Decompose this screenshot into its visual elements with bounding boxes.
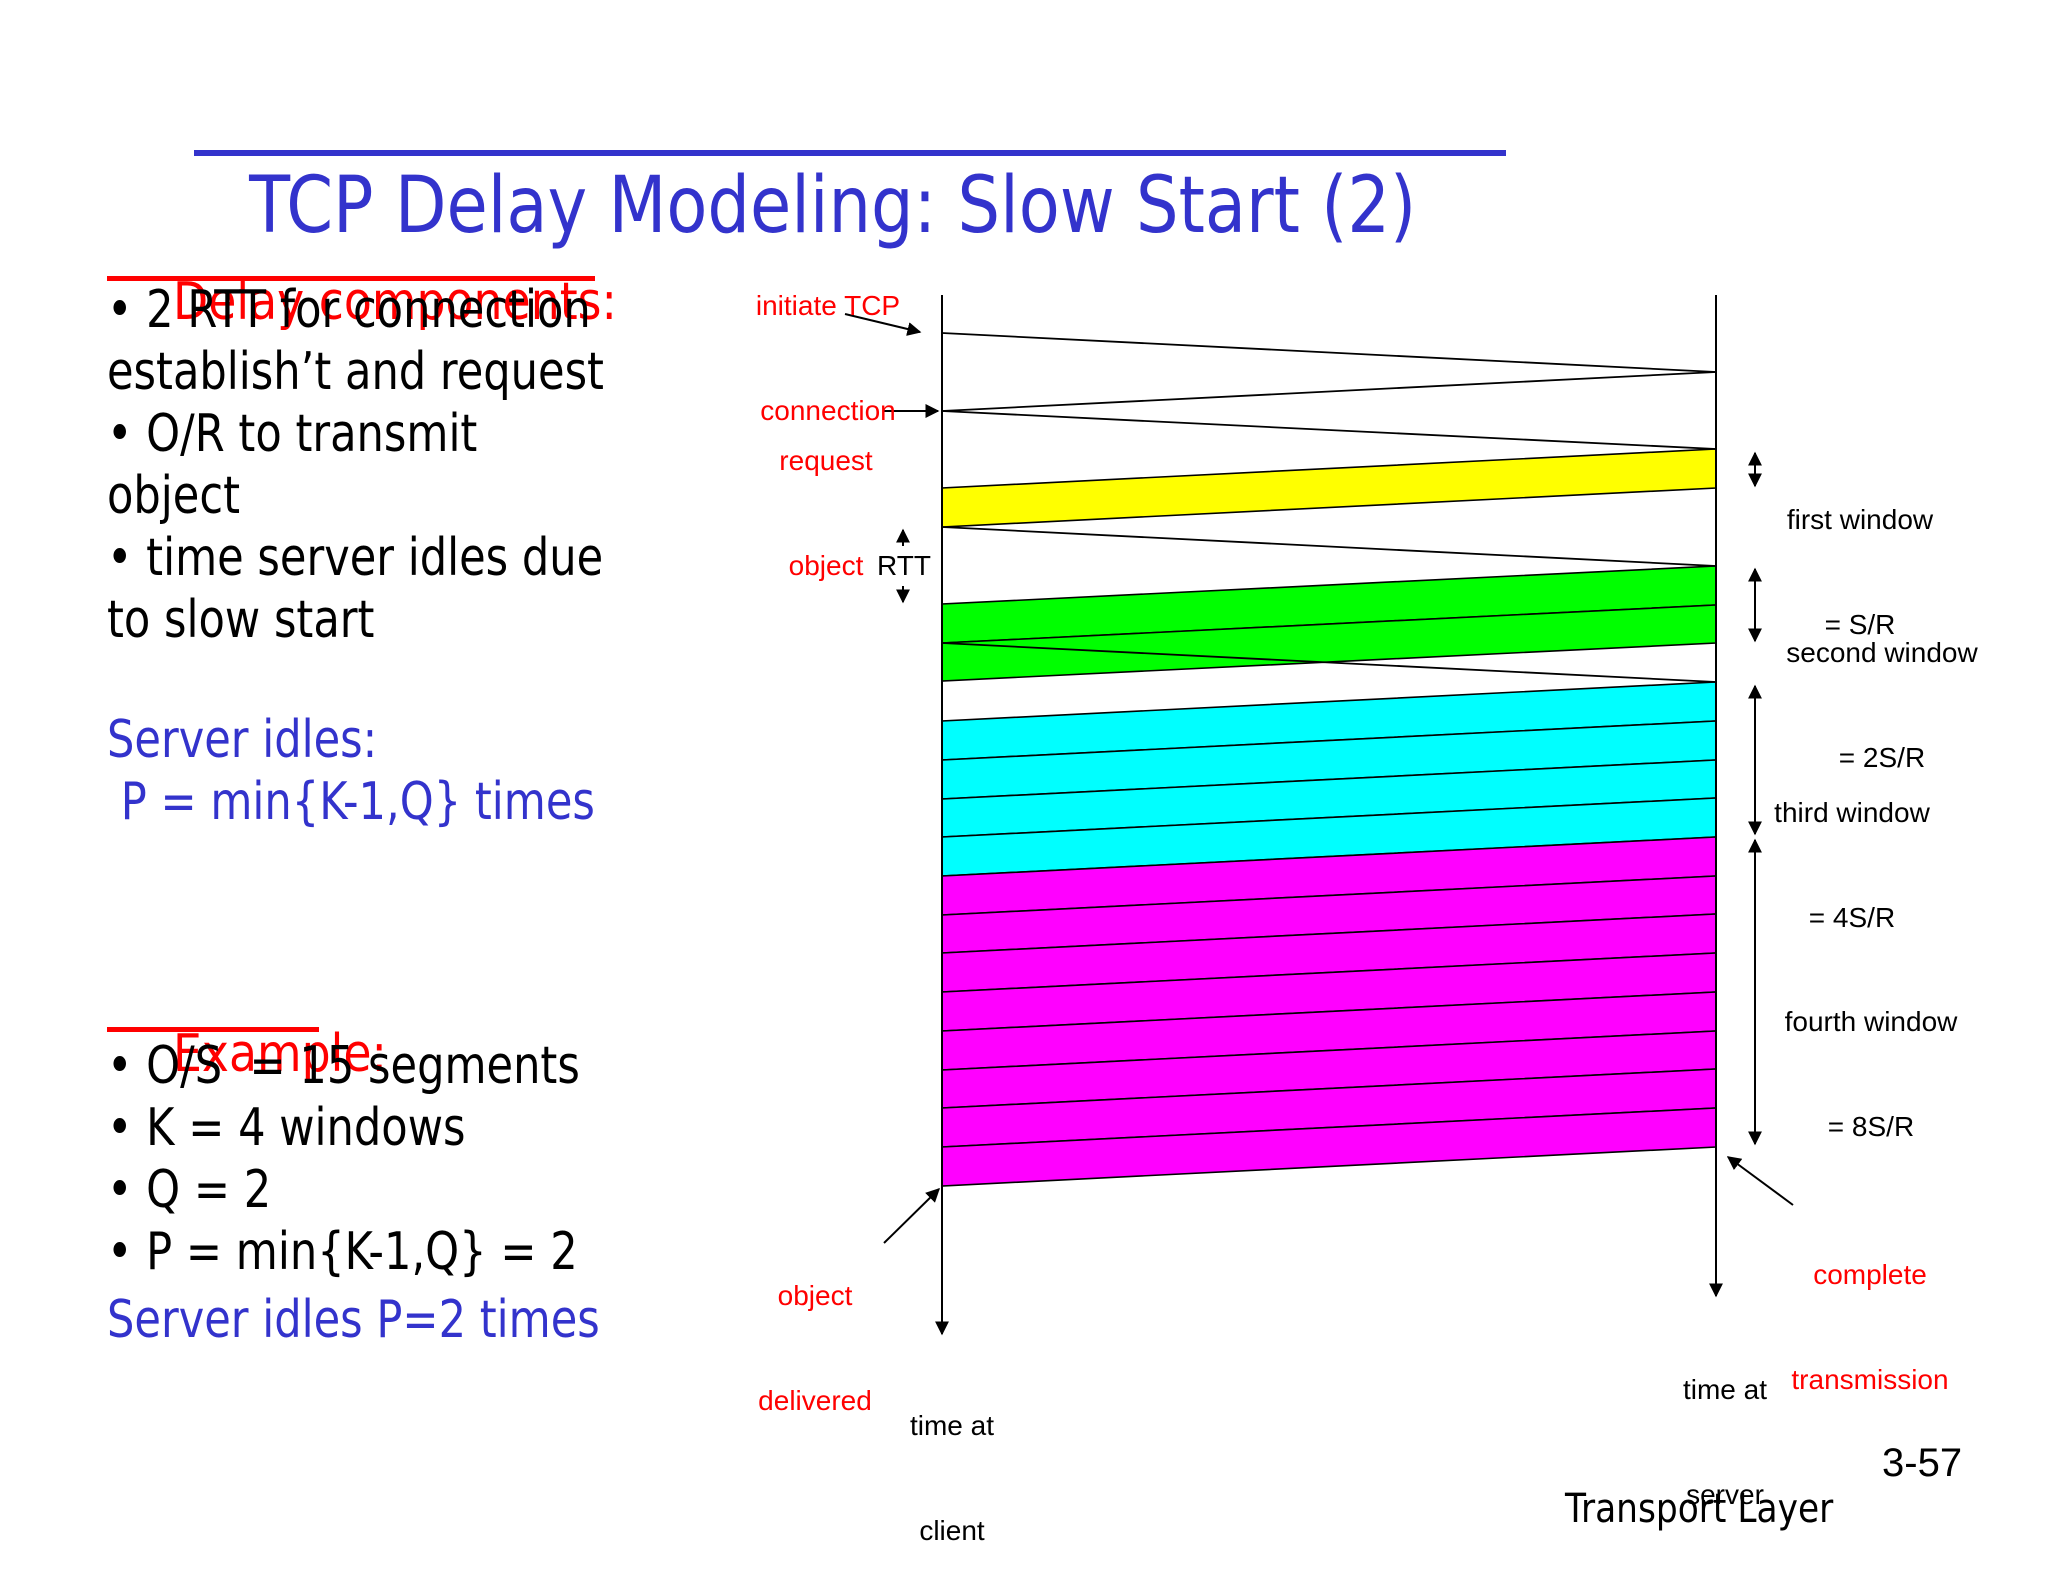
third-window-label: third window = 4S/R <box>1774 797 1930 933</box>
timing-diagram <box>844 295 1794 1336</box>
footer-page-number: 3-57 <box>1882 1441 1963 1485</box>
object-delivered-label: object delivered <box>758 1280 872 1416</box>
footer-section: Transport Layer <box>1565 1486 1834 1532</box>
server-idles-heading: Server idles: <box>107 710 378 770</box>
delay-components-heading: Delay components: <box>173 272 618 332</box>
first-window-label: first window = S/R <box>1786 504 1934 640</box>
title-underline <box>194 150 1506 156</box>
example-line-1: • O/S = 15 segments <box>107 1036 580 1096</box>
conclusion-text: Server idles P=2 times <box>107 1290 600 1350</box>
rtt-label: RTT <box>877 550 931 581</box>
second-window-band <box>941 565 1717 682</box>
complete-transmission-label: complete transmission <box>1791 1259 1949 1395</box>
delay-line-2: establish’t and request <box>107 342 604 402</box>
time-at-client-label: time at client <box>909 1410 995 1546</box>
slide-title: TCP Delay Modeling: Slow Start (2) <box>194 62 1506 251</box>
initiate-arrow <box>844 313 922 336</box>
first-window-band <box>941 448 1717 528</box>
initiate-tcp-label: initiate TCP connection <box>755 290 901 426</box>
delay-heading-underline <box>107 276 595 281</box>
fourth-window-band <box>941 836 1717 1187</box>
control-messages <box>941 332 1717 683</box>
second-window-label: second window = 2S/R <box>1786 637 1978 773</box>
example-line-3: • Q = 2 <box>107 1160 272 1220</box>
complete-transmission-arrow <box>1726 1156 1794 1206</box>
time-at-server-label: time at server <box>1682 1374 1768 1510</box>
delay-line-5: • time server idles due <box>107 528 604 588</box>
request-object-label: request object <box>779 445 873 581</box>
object-delivered-arrow <box>883 1188 940 1244</box>
example-line-4: • P = min{K-1,Q} = 2 <box>107 1222 578 1282</box>
example-line-2: • K = 4 windows <box>107 1098 466 1158</box>
delay-line-6: to slow start <box>107 590 375 650</box>
server-idles-formula: P = min{K-1,Q} times <box>107 772 595 832</box>
delay-line-3: • O/R to transmit <box>107 404 478 464</box>
delay-line-4: object <box>107 466 241 526</box>
slide-title-text: TCP Delay Modeling: Slow Start (2) <box>248 161 1416 251</box>
third-window-band <box>941 681 1717 877</box>
example-heading: Example: <box>173 1024 388 1084</box>
fourth-window-label: fourth window = 8S/R <box>1784 1006 1958 1142</box>
example-heading-underline <box>107 1027 319 1032</box>
delay-line-1: • 2 RTT for connection <box>107 280 591 340</box>
